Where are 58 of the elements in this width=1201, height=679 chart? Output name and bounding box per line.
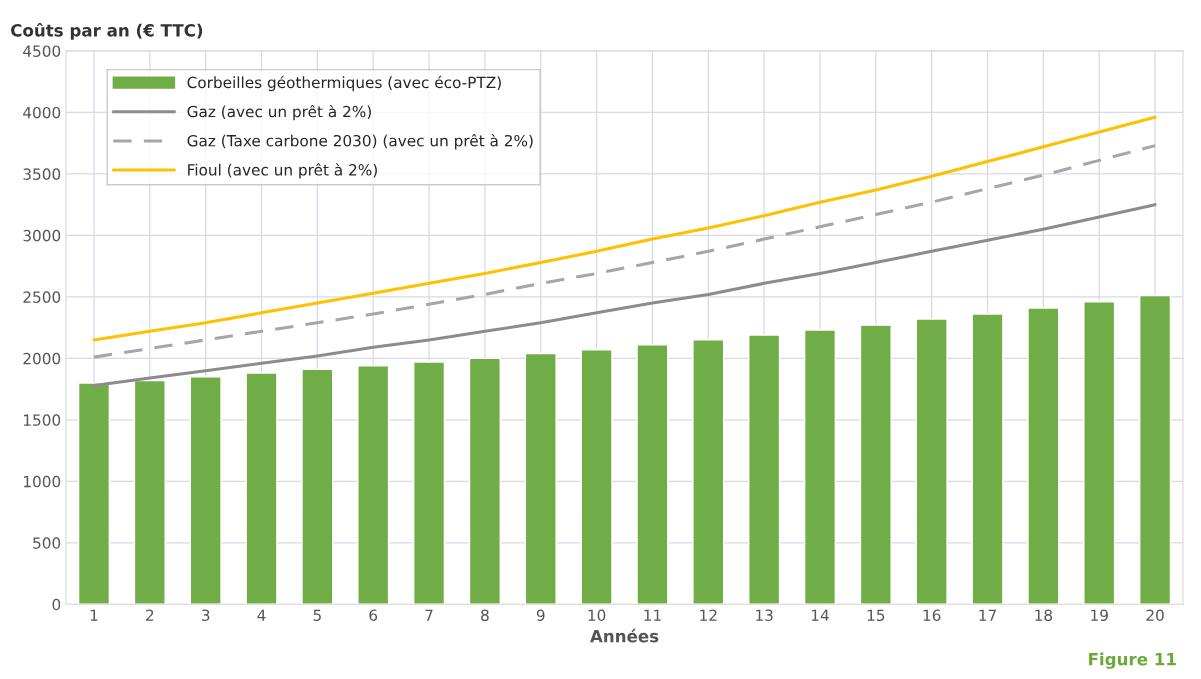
bar (1027, 307, 1060, 605)
bar (77, 382, 111, 605)
bar (859, 324, 892, 605)
y-tick-label: 3500 (23, 168, 61, 180)
x-tick-label: 13 (756, 609, 773, 621)
bar (915, 318, 948, 605)
bar (468, 357, 501, 605)
x-tick-label: 7 (425, 609, 433, 621)
y-tick-label: 4500 (23, 45, 61, 57)
y-tick-label: 2000 (23, 352, 61, 365)
legend-label: Gaz (avec un prêt à 2%) (187, 104, 371, 121)
x-tick-label: 8 (481, 609, 489, 621)
y-tick-label: 1500 (23, 414, 61, 426)
x-tick-label: 20 (1146, 609, 1164, 621)
x-tick-label: 1 (90, 609, 98, 621)
bar (803, 329, 837, 605)
y-tick-label: 4000 (23, 106, 61, 119)
bar (748, 334, 781, 605)
bar (133, 379, 166, 605)
y-tick-label: 0 (52, 598, 61, 611)
x-tick-label: 6 (369, 609, 378, 621)
bar (636, 344, 669, 605)
bar (189, 376, 222, 605)
bar (413, 361, 446, 605)
y-axis-title: Coûts par an (€ TTC) (11, 23, 203, 40)
bar (357, 365, 390, 605)
x-tick-label: 5 (313, 609, 321, 621)
bar (245, 372, 278, 605)
legend-label: Corbeilles géothermiques (avec éco-PTZ) (187, 75, 501, 92)
legend-label: Fioul (avec un prêt à 2%) (188, 163, 377, 179)
caption: Figure 11 (1089, 652, 1176, 669)
legend-label: Gaz (Taxe carbone 2030) (avec un prêt à 2%) (187, 134, 533, 150)
x-tick-label: 16 (923, 609, 941, 621)
x-tick-label: 15 (867, 609, 885, 621)
bar (1139, 294, 1172, 605)
line-series (92, 203, 1157, 387)
x-tick-label: 18 (1035, 609, 1053, 621)
bar (524, 352, 557, 605)
bar (1083, 301, 1116, 605)
x-axis-title: Années (590, 628, 659, 643)
x-tick-label: 19 (1091, 609, 1108, 621)
bar (301, 368, 334, 605)
x-tick-label: 10 (588, 609, 606, 621)
x-tick-label: 11 (644, 609, 661, 621)
y-tick-label: 2500 (23, 291, 61, 303)
y-tick-label: 3000 (23, 229, 61, 242)
bar (580, 349, 613, 605)
bar (971, 313, 1004, 605)
x-tick-label: 17 (979, 609, 996, 621)
y-tick-label: 1000 (23, 475, 61, 488)
x-tick-label: 12 (700, 609, 717, 621)
bar (692, 339, 725, 605)
x-tick-label: 14 (811, 609, 829, 621)
x-tick-label: 3 (201, 609, 210, 621)
x-tick-label: 4 (257, 609, 266, 621)
x-tick-label: 2 (146, 609, 154, 621)
x-tick-label: 9 (536, 609, 545, 621)
y-tick-label: 500 (33, 537, 61, 549)
